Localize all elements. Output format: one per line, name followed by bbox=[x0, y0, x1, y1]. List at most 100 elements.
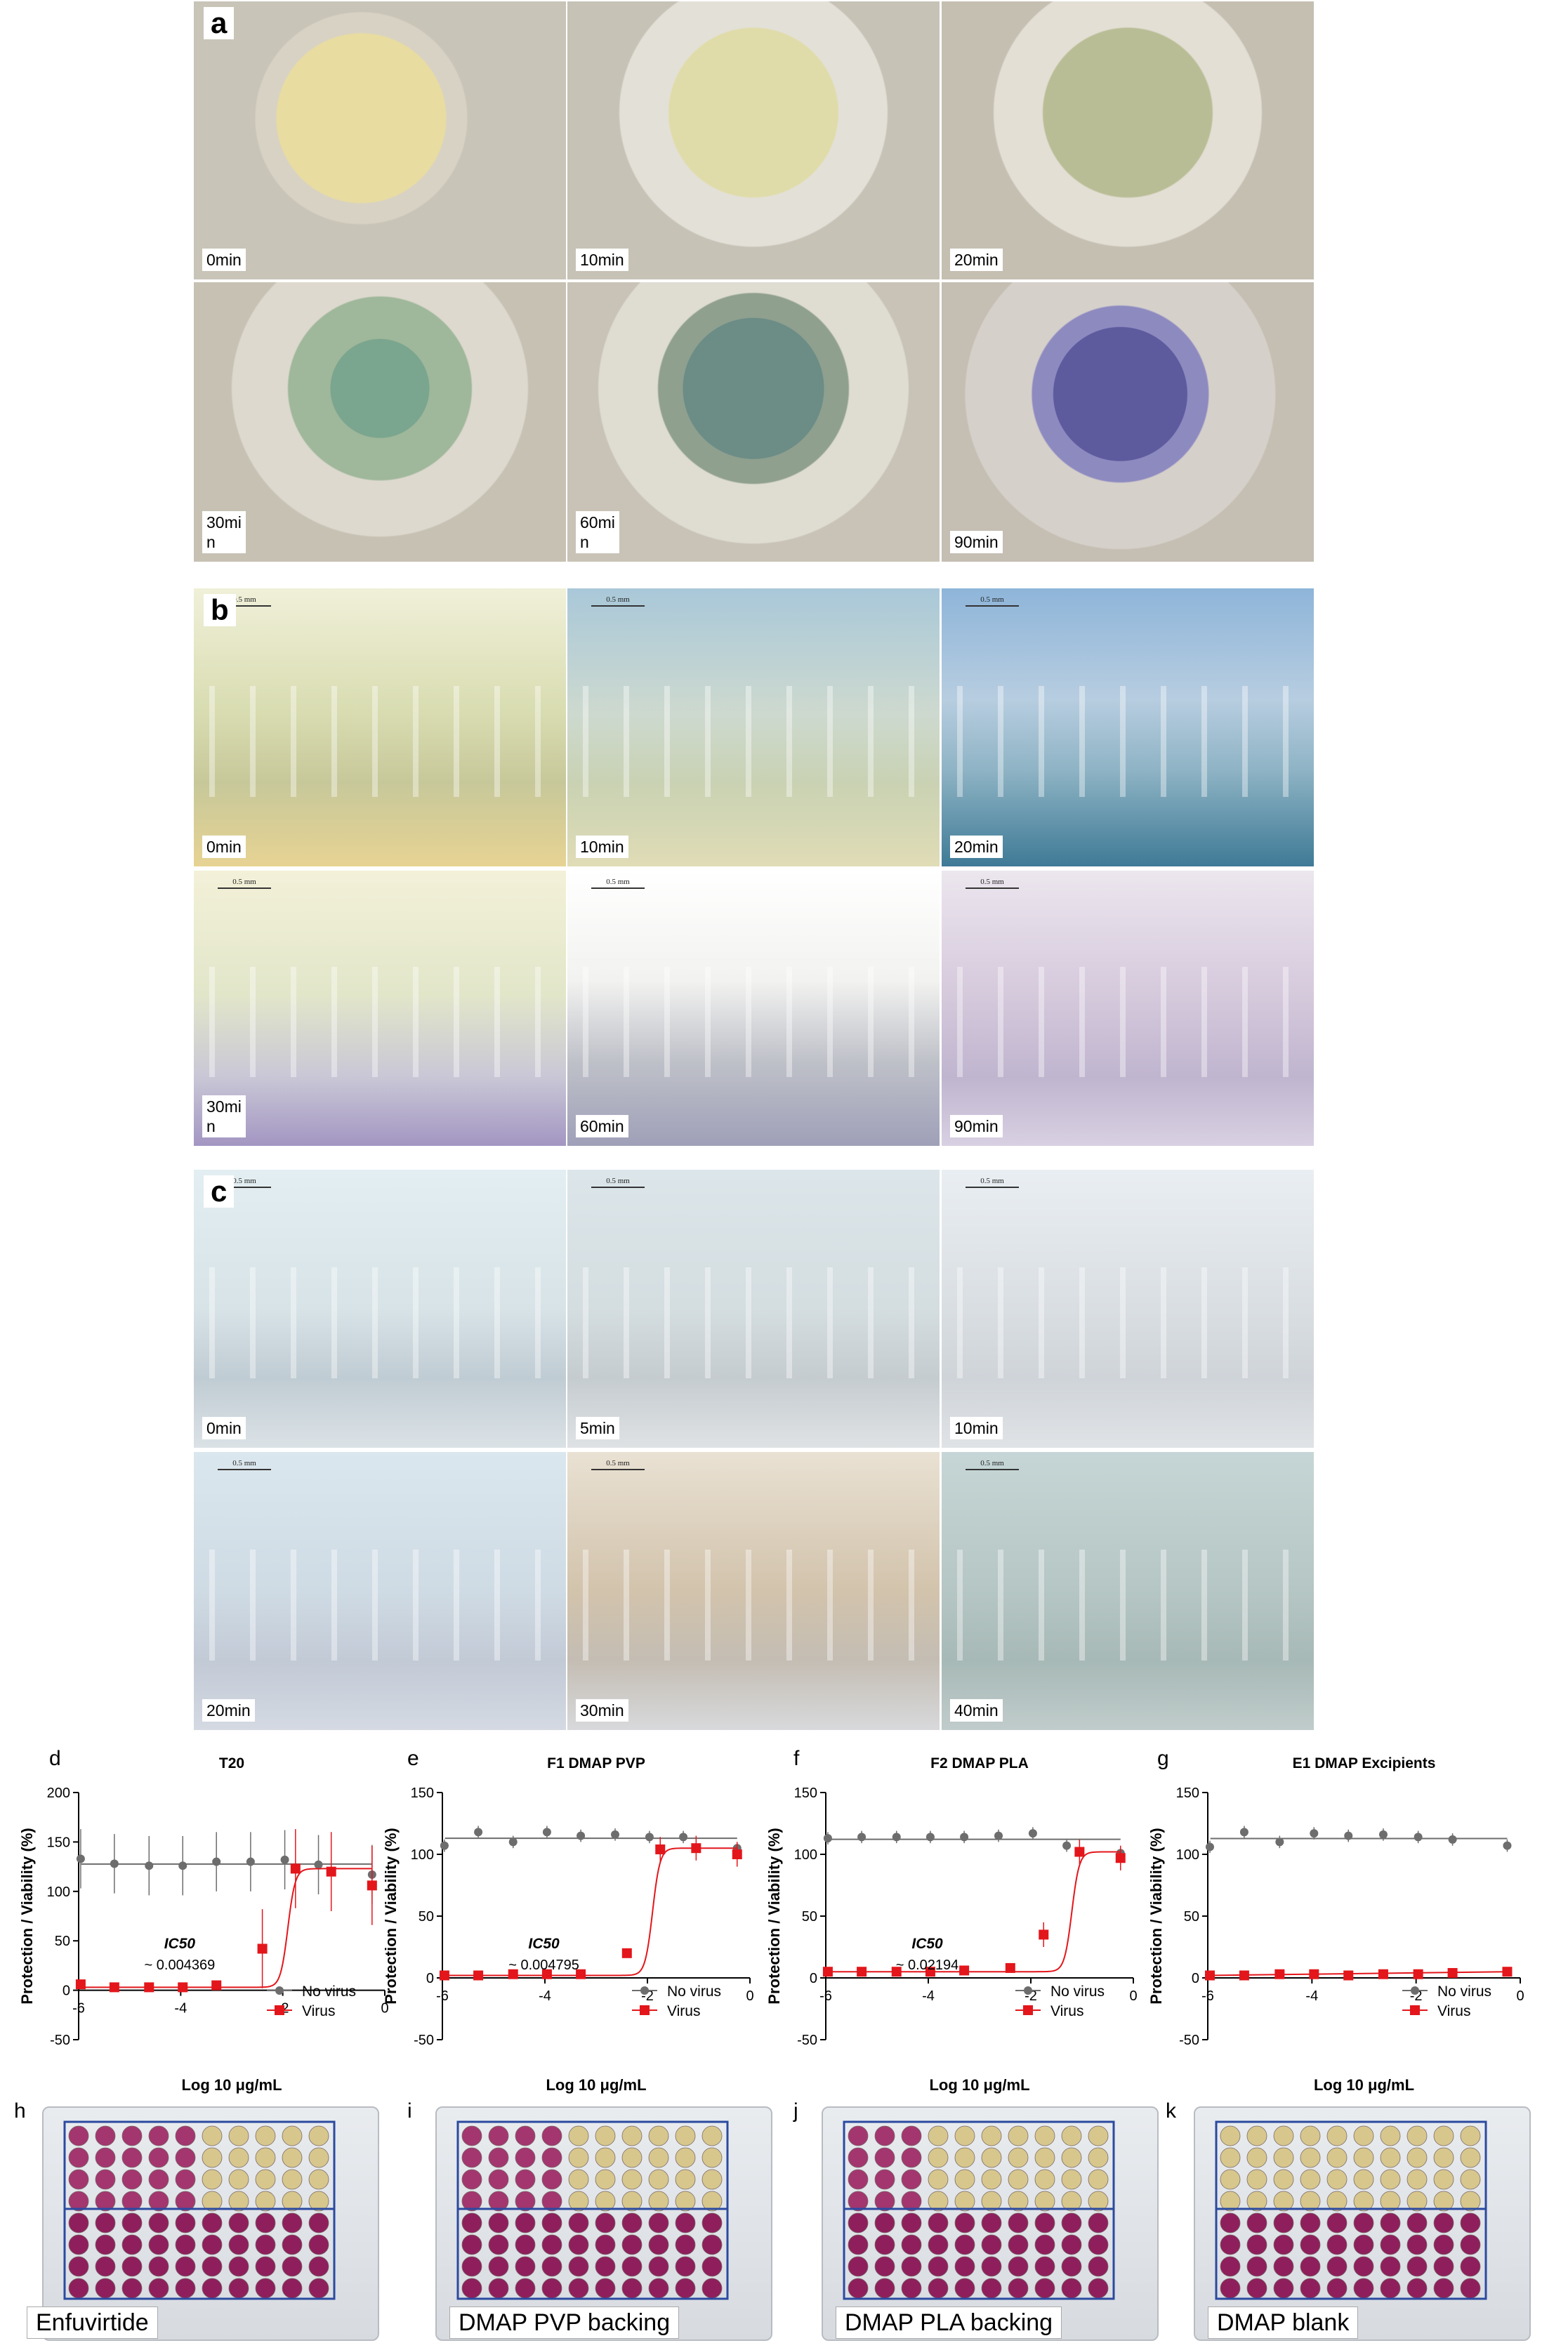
well bbox=[675, 2278, 696, 2299]
well bbox=[1300, 2169, 1321, 2190]
well bbox=[901, 2234, 922, 2255]
well bbox=[175, 2278, 196, 2299]
well bbox=[648, 2191, 669, 2212]
well bbox=[1326, 2125, 1348, 2146]
well bbox=[1088, 2125, 1109, 2146]
legend-marker bbox=[1024, 1986, 1032, 1995]
well bbox=[595, 2256, 616, 2277]
well bbox=[175, 2191, 196, 2212]
data-point bbox=[1503, 1841, 1512, 1850]
well bbox=[928, 2125, 949, 2146]
well bbox=[228, 2125, 249, 2146]
well bbox=[121, 2256, 143, 2277]
x-tick-label: -4 bbox=[539, 1988, 551, 2004]
well bbox=[848, 2234, 869, 2255]
y-tick-label: 100 bbox=[411, 1847, 434, 1863]
scale-bar: 0.5 mm bbox=[591, 1177, 645, 1188]
well bbox=[228, 2212, 249, 2233]
well bbox=[901, 2212, 922, 2233]
well bbox=[1246, 2169, 1267, 2190]
panel-a-image-5: 60mi n bbox=[567, 282, 940, 562]
data-point bbox=[1344, 1831, 1353, 1840]
legend-label: Virus bbox=[667, 2003, 700, 2019]
well bbox=[202, 2147, 223, 2168]
well bbox=[675, 2147, 696, 2168]
panel-a-image-1: 0min a bbox=[194, 1, 566, 279]
data-point bbox=[508, 1969, 518, 1979]
legend-marker bbox=[275, 2005, 284, 2015]
well bbox=[928, 2278, 949, 2299]
well bbox=[282, 2169, 303, 2190]
time-label: 5min bbox=[576, 1417, 619, 1439]
well bbox=[648, 2234, 669, 2255]
x-tick-label: -6 bbox=[1201, 1988, 1214, 2004]
well bbox=[1406, 2256, 1428, 2277]
well bbox=[488, 2212, 509, 2233]
well bbox=[1460, 2256, 1481, 2277]
plate-letter: k bbox=[1166, 2099, 1176, 2123]
panel-a-image-6: 90min bbox=[942, 282, 1314, 562]
y-tick-label: 100 bbox=[47, 1885, 70, 1900]
y-tick-label: 150 bbox=[47, 1835, 70, 1850]
data-point bbox=[679, 1833, 688, 1842]
well bbox=[308, 2169, 329, 2190]
data-point bbox=[211, 1980, 222, 1991]
well-plate-i bbox=[435, 2106, 772, 2341]
well bbox=[1246, 2234, 1267, 2255]
well bbox=[515, 2191, 536, 2212]
scale-bar: 0.5 mm bbox=[218, 595, 271, 607]
well bbox=[675, 2212, 696, 2233]
well bbox=[648, 2125, 669, 2146]
well bbox=[1460, 2191, 1481, 2212]
series-virus bbox=[822, 1839, 1126, 1977]
well bbox=[701, 2256, 723, 2277]
well bbox=[461, 2278, 482, 2299]
data-point bbox=[621, 1948, 632, 1958]
well bbox=[1008, 2125, 1029, 2146]
data-point bbox=[822, 1967, 833, 1977]
well bbox=[1433, 2256, 1454, 2277]
well bbox=[595, 2169, 616, 2190]
well bbox=[1008, 2169, 1029, 2190]
well bbox=[621, 2169, 643, 2190]
data-point bbox=[1310, 1829, 1319, 1838]
data-point bbox=[541, 1969, 552, 1979]
data-point bbox=[1005, 1962, 1015, 1973]
well bbox=[874, 2191, 895, 2212]
series-virus bbox=[439, 1835, 742, 1981]
well bbox=[308, 2147, 329, 2168]
well bbox=[95, 2125, 116, 2146]
well bbox=[928, 2212, 949, 2233]
well bbox=[175, 2256, 196, 2277]
well bbox=[95, 2256, 116, 2277]
well bbox=[1406, 2125, 1428, 2146]
well bbox=[981, 2147, 1002, 2168]
well bbox=[901, 2278, 922, 2299]
well bbox=[228, 2169, 249, 2190]
data-point bbox=[1205, 1842, 1214, 1852]
x-tick-label: -6 bbox=[436, 1988, 449, 2004]
well bbox=[541, 2212, 562, 2233]
well bbox=[541, 2234, 562, 2255]
well bbox=[621, 2147, 643, 2168]
well bbox=[1460, 2125, 1481, 2146]
well bbox=[202, 2125, 223, 2146]
legend-marker bbox=[275, 1986, 284, 1995]
well bbox=[954, 2191, 975, 2212]
well bbox=[1061, 2212, 1082, 2233]
well bbox=[1034, 2256, 1055, 2277]
well bbox=[1433, 2212, 1454, 2233]
well bbox=[1460, 2278, 1481, 2299]
data-point bbox=[891, 1967, 902, 1977]
plate-letter: i bbox=[407, 2099, 412, 2123]
data-point bbox=[577, 1831, 586, 1840]
y-tick-label: 50 bbox=[802, 1909, 817, 1925]
scale-bar-label: 0.5 mm bbox=[606, 878, 630, 886]
well bbox=[1353, 2234, 1374, 2255]
panel-c-image-4: 0.5 mm 20min bbox=[194, 1452, 566, 1730]
data-point bbox=[857, 1967, 867, 1977]
well bbox=[675, 2191, 696, 2212]
well bbox=[228, 2234, 249, 2255]
well bbox=[1088, 2278, 1109, 2299]
